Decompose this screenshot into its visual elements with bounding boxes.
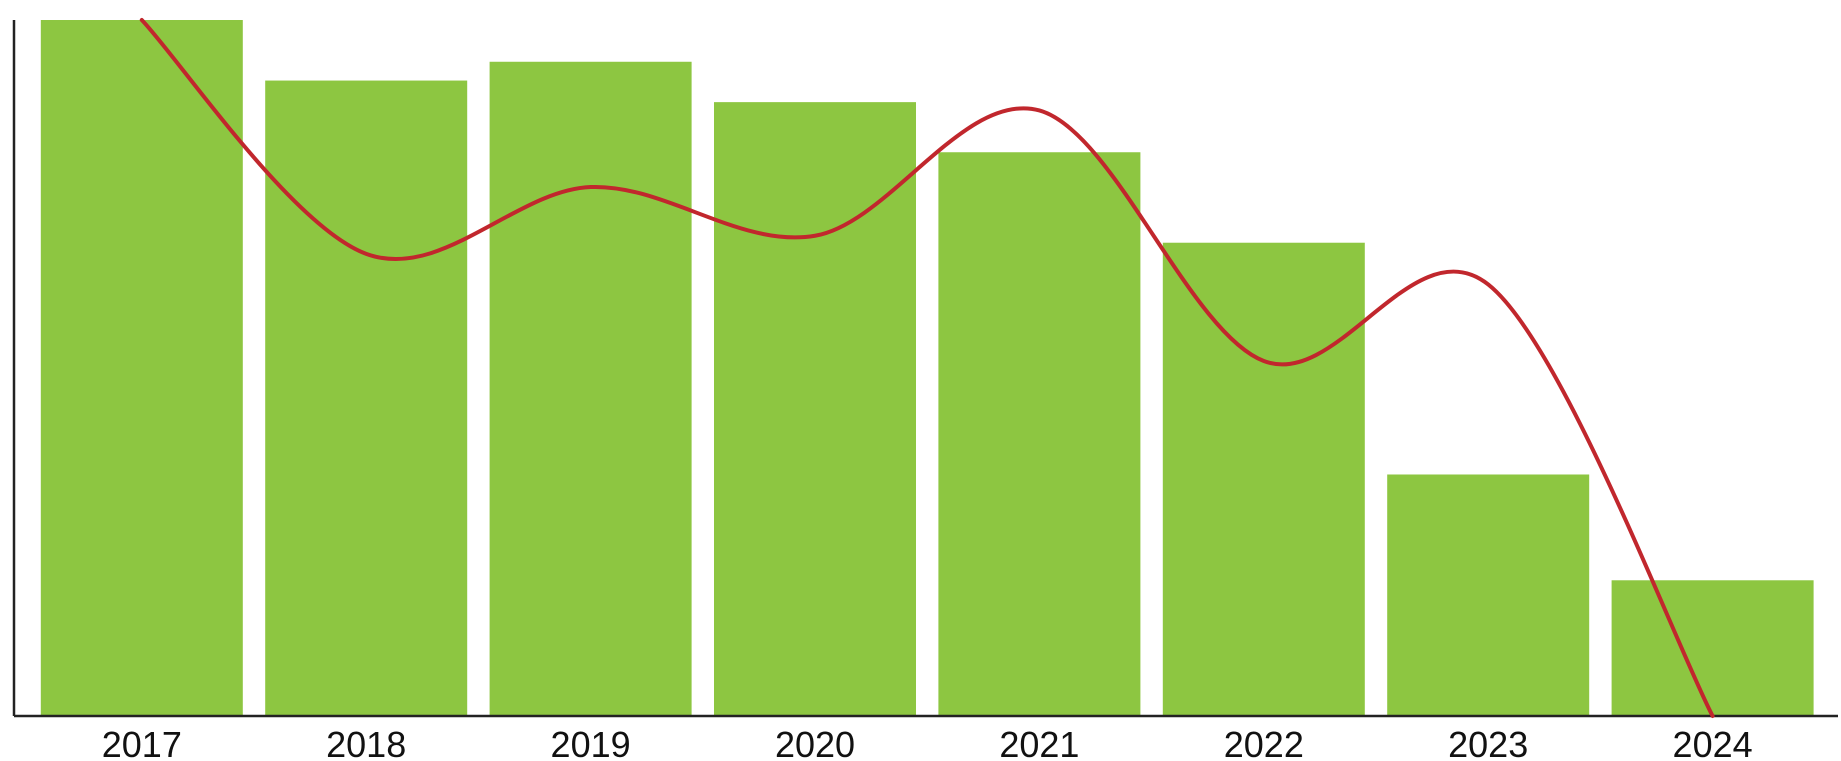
bar-2019 <box>489 61 692 716</box>
bar-2018 <box>265 80 468 717</box>
bar-2023 <box>1387 474 1590 716</box>
x-tick-label-2018: 2018 <box>326 724 406 761</box>
x-tick-label-2019: 2019 <box>551 724 631 761</box>
x-tick-label-2023: 2023 <box>1448 724 1528 761</box>
trend-line <box>139 18 1715 718</box>
axes <box>12 20 1838 718</box>
x-tick-label-2024: 2024 <box>1673 724 1753 761</box>
bar-series <box>40 20 1814 717</box>
x-tick-label-2022: 2022 <box>1224 724 1304 761</box>
bar-2017 <box>40 20 243 716</box>
x-tick-label-2021: 2021 <box>999 724 1079 761</box>
x-tick-labels: 2017 2018 2019 2020 2021 2022 2023 2024 <box>102 724 1753 761</box>
bar-2022 <box>1162 242 1365 716</box>
bar-2024 <box>1611 580 1814 716</box>
x-tick-label-2017: 2017 <box>102 724 182 761</box>
bar-2020 <box>714 102 916 716</box>
bar-2021 <box>938 152 1141 717</box>
x-tick-label-2020: 2020 <box>775 724 855 761</box>
